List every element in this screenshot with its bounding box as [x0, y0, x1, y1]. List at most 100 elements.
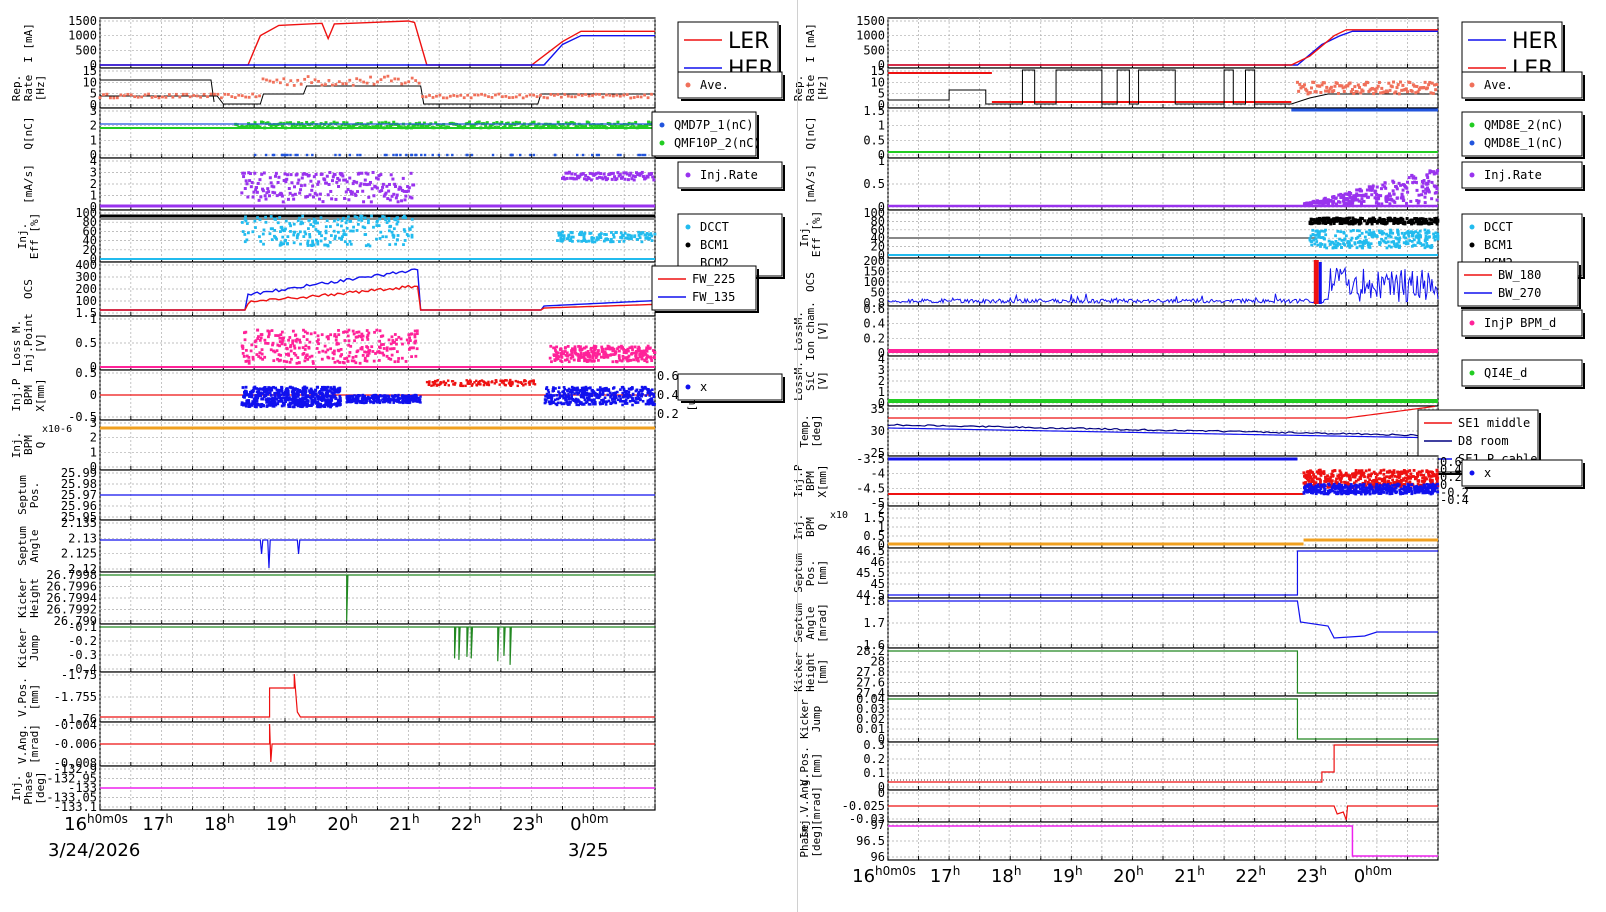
data-point: [470, 384, 474, 387]
data-point: [621, 385, 625, 389]
scatter-points: [543, 385, 656, 407]
data-point: [249, 185, 253, 189]
data-point: [1433, 191, 1437, 195]
data-point: [1416, 221, 1420, 225]
data-point: [268, 391, 272, 394]
data-point: [466, 93, 470, 97]
data-point: [345, 121, 349, 125]
data-point: [258, 235, 261, 239]
data-point: [343, 123, 347, 127]
data-point: [619, 397, 622, 401]
y-tick-label: 26.7994: [46, 591, 97, 605]
data-point: [399, 401, 403, 404]
data-point: [383, 400, 386, 404]
data-point: [585, 388, 589, 392]
data-point: [597, 153, 600, 157]
data-point: [288, 405, 292, 408]
data-point: [347, 215, 350, 219]
data-point: [1407, 232, 1410, 236]
data-point: [289, 349, 293, 353]
data-point: [1338, 242, 1342, 246]
data-point: [379, 230, 383, 234]
data-point: [604, 400, 607, 403]
data-point: [270, 238, 274, 242]
data-point: [411, 124, 415, 128]
data-point: [1393, 218, 1397, 222]
data-point: [567, 360, 571, 364]
data-point: [1321, 216, 1325, 220]
data-point: [292, 185, 296, 189]
data-point: [369, 401, 372, 404]
scatter-points: [98, 74, 653, 100]
data-point: [336, 230, 340, 234]
data-point: [1327, 216, 1331, 220]
data-point: [262, 390, 266, 394]
data-point: [326, 398, 330, 402]
data-point: [437, 123, 441, 127]
data-point: [648, 401, 651, 404]
data-point: [1314, 221, 1318, 225]
data-point: [630, 345, 634, 349]
data-point: [499, 379, 503, 382]
data-point: [342, 233, 346, 236]
data-point: [282, 242, 285, 246]
data-point: [579, 345, 582, 349]
data-point: [621, 354, 625, 358]
data-point: [569, 388, 573, 392]
data-point: [381, 351, 384, 355]
data-point: [129, 93, 133, 97]
data-point: [1396, 221, 1400, 225]
y-tick-label: 500: [75, 43, 97, 57]
data-point: [1340, 195, 1344, 199]
data-point: [244, 330, 248, 334]
data-point: [385, 346, 389, 350]
data-point: [245, 238, 249, 242]
data-point: [521, 96, 525, 100]
data-point: [563, 387, 567, 391]
data-point: [1387, 198, 1391, 202]
data-point: [339, 354, 343, 358]
data-point: [363, 394, 366, 398]
data-point: [363, 401, 366, 405]
data-point: [287, 121, 291, 125]
data-point: [412, 400, 415, 403]
data-point: [578, 232, 581, 236]
data-point: [545, 395, 549, 398]
data-point: [1345, 198, 1349, 202]
data-point: [324, 401, 328, 405]
data-point: [564, 353, 568, 357]
data-point: [346, 334, 350, 338]
data-point: [414, 354, 418, 358]
data-point: [408, 401, 412, 404]
data-point: [320, 234, 323, 238]
data-point: [311, 390, 315, 394]
data-point: [516, 380, 520, 383]
data-point: [479, 383, 482, 386]
data-point: [349, 229, 353, 233]
data-point: [1399, 80, 1403, 84]
data-point: [1413, 217, 1417, 221]
legend-label: BCM1: [700, 238, 729, 252]
data-point: [406, 401, 409, 405]
data-point: [1323, 196, 1327, 200]
data-point: [641, 388, 645, 391]
data-point: [577, 398, 580, 402]
y-axis-label: Jump: [28, 635, 41, 662]
data-point: [285, 360, 289, 364]
data-point: [361, 399, 365, 402]
data-point: [382, 215, 386, 219]
data-point: [1344, 192, 1348, 196]
data-point: [255, 403, 259, 407]
y-tick-label: 60: [871, 223, 885, 237]
data-point: [286, 173, 290, 177]
data-point: [1362, 193, 1366, 197]
data-point: [299, 404, 303, 407]
data-point: [285, 346, 289, 350]
data-point: [611, 360, 615, 364]
data-point: [246, 195, 250, 199]
data-point: [303, 230, 307, 234]
data-point: [374, 185, 378, 189]
data-point: [403, 229, 407, 233]
data-point: [256, 181, 260, 185]
data-point: [644, 236, 648, 240]
